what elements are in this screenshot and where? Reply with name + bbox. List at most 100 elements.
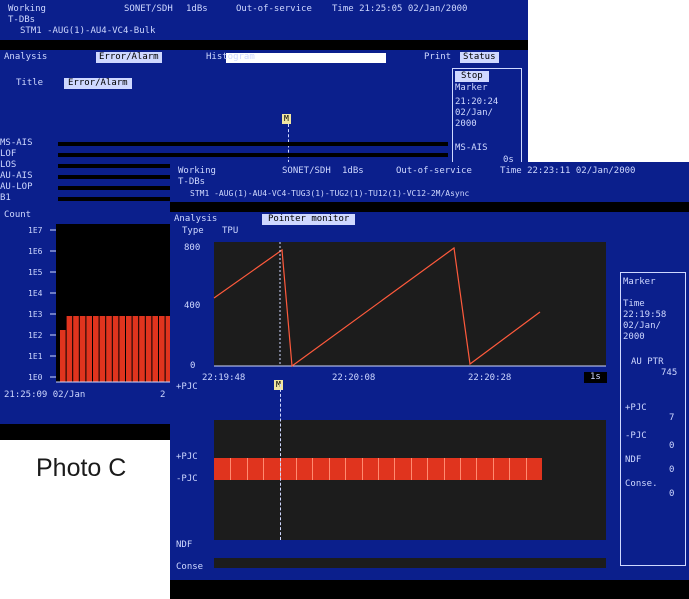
back-tab-error-alarm[interactable]: Error/Alarm [96, 52, 162, 63]
front-side-date-value: 02/Jan/ 2000 [623, 321, 661, 342]
back-histogram-bar [93, 316, 99, 382]
back-x-start: 21:25:09 02/Jan [4, 390, 86, 400]
front-event-bar-segment-divider [394, 458, 396, 480]
front-event-bar-segment-divider [296, 458, 297, 480]
back-title-value[interactable]: Error/Alarm [64, 78, 132, 89]
back-side-panel: Stop Marker 21:20:24 02/Jan/ 2000 MS-AIS… [452, 68, 522, 180]
back-side-time: 21:20:24 02/Jan/ 2000 [455, 97, 499, 129]
front-event-bar-segment-divider [312, 458, 314, 480]
back-divider [0, 40, 528, 50]
back-histogram-bar [73, 316, 79, 382]
back-histogram-bar [86, 316, 92, 382]
front-header-status: Working [178, 166, 216, 176]
front-tab-analysis[interactable]: Analysis [174, 214, 218, 224]
back-tab-status[interactable]: Status [460, 52, 499, 63]
front-left-row: +PJC [176, 452, 198, 462]
front-side-row-value: 0 [669, 441, 675, 451]
back-histogram-bar [132, 316, 139, 382]
front-event-bar [214, 458, 542, 480]
back-tab-row: Analysis Error/Alarm Histogram Print Sta… [0, 52, 528, 64]
back-y-tick-label: 1E7 [28, 226, 43, 235]
front-event-bar-segment-divider [361, 458, 363, 480]
front-marker-line [280, 384, 282, 540]
back-marker-badge[interactable]: M [282, 114, 291, 124]
front-header-rate: 1dBs [342, 166, 364, 176]
front-header-sub2: STM1 -AUG(1)-AU4-VC4-TUG3(1)-TUG2(1)-TU1… [190, 189, 470, 198]
back-histogram-bar [145, 316, 152, 382]
back-histogram-bar [60, 330, 66, 382]
back-histogram-bar [119, 316, 125, 382]
back-side-marker[interactable]: Marker [455, 83, 488, 93]
back-tab-input-field[interactable] [226, 53, 386, 63]
back-histogram-bar [99, 316, 106, 382]
back-count-label: Count [4, 210, 32, 220]
back-histogram-bar [159, 316, 165, 382]
front-side-time-value: 22:19:58 [623, 310, 667, 320]
back-histogram: 1E7 1E6 1E5 1E4 1E3 1E2 1E1 1E0 [0, 222, 180, 412]
back-tab-analysis[interactable]: Analysis [4, 52, 48, 62]
back-histogram-bar [152, 316, 158, 382]
back-x-end: 2 [160, 390, 166, 400]
front-side-marker[interactable]: Marker [623, 277, 656, 287]
back-side-value: 0s [503, 155, 514, 165]
back-y-tick-label: 1E1 [28, 352, 43, 361]
front-event-bar-segment-divider [345, 458, 347, 480]
front-left-row: NDF [176, 540, 193, 550]
back-histogram-bar [165, 316, 172, 382]
front-pointer-graph: 800 400 0 22:19:48 22:20:08 22:20:28 [184, 242, 606, 383]
back-histogram-bar [79, 316, 86, 382]
back-side-stop[interactable]: Stop [455, 71, 489, 82]
back-histogram-bar [66, 316, 73, 382]
front-type-value[interactable]: TPU [222, 226, 239, 236]
front-side-row-value: 0 [669, 465, 675, 475]
back-row-lof: LOF [0, 149, 452, 160]
front-event-bar-segment-divider [246, 458, 248, 480]
front-event-bar-segment-divider [509, 458, 511, 480]
front-side-ptr-label: AU PTR [631, 357, 664, 367]
front-plot-area [214, 242, 606, 366]
front-tab-pointer-monitor[interactable]: Pointer monitor [262, 214, 356, 225]
front-side-row-label: -PJC [625, 431, 647, 441]
front-side-row-label: NDF [625, 455, 642, 465]
front-event-label: +PJC [176, 382, 198, 392]
front-divider [170, 202, 689, 212]
front-left-row: Conse [176, 562, 204, 572]
back-header-rate: 1dBs [186, 4, 208, 14]
front-marker-badge[interactable]: M [274, 380, 283, 390]
front-side-row-value: 7 [669, 413, 675, 423]
front-header-time: Time 22:23:11 02/Jan/2000 [500, 166, 636, 176]
front-event-bar-segment-divider [460, 458, 461, 480]
back-header-service: Out-of-service [236, 4, 312, 14]
back-tab-print[interactable]: Print [424, 52, 452, 62]
front-left-row: -PJC [176, 474, 198, 484]
front-event-bar-segment-divider [410, 458, 412, 480]
back-y-tick-label: 1E5 [28, 268, 43, 277]
back-side-event: MS-AIS [455, 143, 488, 153]
front-event-bar-segment-divider [328, 458, 330, 480]
front-event-bar-segment-divider [443, 458, 445, 480]
back-histogram-bar [139, 316, 145, 382]
front-event-bar-segment-divider [492, 458, 494, 480]
front-side-row-value: 0 [669, 489, 675, 499]
front-side-row-label: Conse. [625, 479, 658, 489]
front-scale[interactable]: 1s [584, 372, 607, 383]
front-event-bar-segment-divider [263, 458, 265, 480]
back-title-label: Title [16, 78, 44, 88]
front-event-bar-segment-divider [427, 458, 429, 480]
front-tab-row: Analysis Pointer monitor [170, 214, 689, 226]
front-side-row-label: +PJC [625, 403, 647, 413]
front-screen: Working SONET/SDH 1dBs Out-of-service Ti… [170, 162, 689, 599]
back-y-tick-label: 1E0 [28, 373, 43, 382]
back-tab-histogram[interactable]: Histogram [206, 52, 255, 62]
back-row-ms-ais: MS-AIS [0, 138, 452, 149]
back-y-tick-label: 1E2 [28, 331, 43, 340]
back-header-sub1: T-DBs [8, 15, 36, 25]
front-event-bar-segment-divider [230, 458, 232, 480]
photo-caption: Photo C [36, 454, 127, 482]
front-header-mode: SONET/SDH [282, 166, 331, 176]
back-y-tick-label: 1E6 [28, 247, 43, 256]
front-event-bar-segment-divider [378, 458, 379, 480]
front-bottom-strip [170, 580, 689, 599]
front-event-area [214, 384, 606, 540]
front-x-tick-2: 22:20:08 [332, 373, 375, 383]
